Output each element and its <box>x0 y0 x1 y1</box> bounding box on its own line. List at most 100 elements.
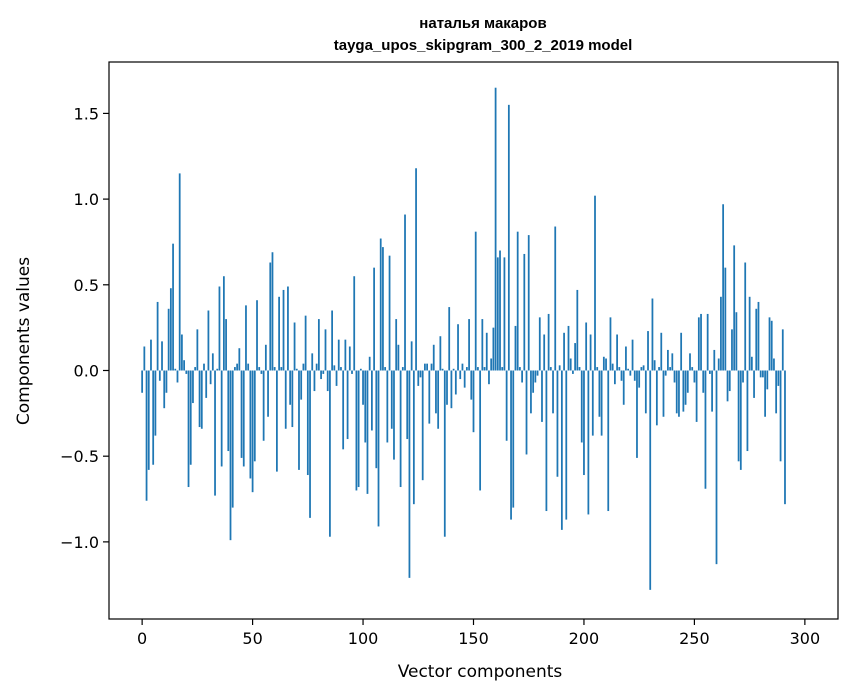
bar-206 <box>596 367 599 371</box>
bar-72 <box>300 370 303 400</box>
bar-270 <box>737 370 740 462</box>
bar-53 <box>258 367 261 371</box>
bar-146 <box>463 370 466 388</box>
bar-97 <box>355 370 358 491</box>
bar-65 <box>284 370 287 429</box>
x-tick-label: 200 <box>569 629 600 648</box>
bar-133 <box>435 370 437 414</box>
bar-177 <box>532 370 535 393</box>
x-tick-label: 100 <box>348 629 379 648</box>
bar-137 <box>443 370 446 537</box>
bar-218 <box>622 370 625 405</box>
bar-125 <box>417 370 420 386</box>
bar-95 <box>351 370 353 374</box>
x-axis-label: Vector components <box>398 662 563 682</box>
bar-5 <box>152 370 155 465</box>
bar-233 <box>655 370 658 426</box>
bar-141 <box>452 368 455 371</box>
bar-134 <box>437 370 440 429</box>
bar-204 <box>591 370 594 436</box>
bar-265 <box>726 370 729 402</box>
bar-284 <box>768 317 771 371</box>
y-tick-label: −0.5 <box>60 447 99 466</box>
bar-260 <box>715 370 718 565</box>
bar-64 <box>282 289 285 371</box>
bar-68 <box>291 370 294 428</box>
bar-219 <box>625 346 627 371</box>
y-tick-label: −1.0 <box>60 533 99 552</box>
bar-272 <box>742 370 744 383</box>
bar-49 <box>249 370 252 479</box>
bar-1 <box>143 346 146 371</box>
bar-277 <box>753 370 755 398</box>
bar-238 <box>667 349 669 371</box>
bar-167 <box>510 370 512 520</box>
bar-148 <box>468 319 470 371</box>
bar-240 <box>671 353 674 371</box>
bar-54 <box>260 370 263 374</box>
bar-251 <box>695 370 698 422</box>
bar-198 <box>578 367 581 371</box>
bar-0 <box>141 370 144 393</box>
bar-75 <box>306 370 309 476</box>
bar-37 <box>222 276 225 371</box>
bar-181 <box>541 370 543 422</box>
bar-43 <box>236 363 239 371</box>
bar-41 <box>231 370 234 508</box>
bar-86 <box>331 310 333 371</box>
bar-102 <box>366 370 369 494</box>
bar-166 <box>507 104 510 371</box>
bar-39 <box>227 370 230 452</box>
bar-195 <box>572 370 574 374</box>
bar-2 <box>145 370 148 501</box>
bar-78 <box>313 370 316 392</box>
bar-190 <box>560 370 563 530</box>
bar-231 <box>651 298 654 371</box>
bar-268 <box>733 245 736 371</box>
bar-202 <box>587 370 590 515</box>
bar-22 <box>189 370 192 465</box>
bar-27 <box>200 370 203 429</box>
bar-124 <box>415 168 417 371</box>
bar-143 <box>457 324 459 371</box>
x-tick-label: 300 <box>790 629 821 648</box>
bar-116 <box>397 344 400 371</box>
bar-89 <box>337 339 340 371</box>
bar-98 <box>357 370 360 488</box>
bar-172 <box>521 370 523 383</box>
bar-67 <box>289 370 292 405</box>
bar-79 <box>315 363 318 371</box>
bar-154 <box>481 319 484 371</box>
bar-280 <box>759 370 762 378</box>
bar-152 <box>477 367 479 371</box>
bar-215 <box>616 334 618 371</box>
bar-40 <box>229 370 232 541</box>
bar-92 <box>344 339 347 371</box>
bar-174 <box>525 370 528 455</box>
bar-243 <box>678 370 680 417</box>
bar-20 <box>185 370 188 374</box>
bar-239 <box>669 367 671 371</box>
bar-267 <box>731 329 733 371</box>
x-axis-ticks: 0 50 100 150 200 250 300 <box>137 619 820 648</box>
bar-14 <box>172 243 174 371</box>
bar-203 <box>589 334 592 371</box>
bar-185 <box>549 367 552 371</box>
bar-220 <box>627 368 630 371</box>
bar-189 <box>558 365 561 371</box>
bar-77 <box>311 353 314 371</box>
bar-244 <box>680 332 683 371</box>
bar-9 <box>161 341 163 371</box>
bar-25 <box>196 329 199 371</box>
bar-76 <box>309 370 311 518</box>
bar-276 <box>750 356 753 371</box>
bar-112 <box>388 255 391 371</box>
bar-210 <box>605 358 607 371</box>
bar-82 <box>322 370 325 374</box>
bar-271 <box>739 370 742 470</box>
bar-224 <box>636 370 638 458</box>
bar-128 <box>424 363 426 371</box>
bar-236 <box>662 370 665 417</box>
bar-214 <box>614 370 616 385</box>
bar-132 <box>432 344 435 371</box>
